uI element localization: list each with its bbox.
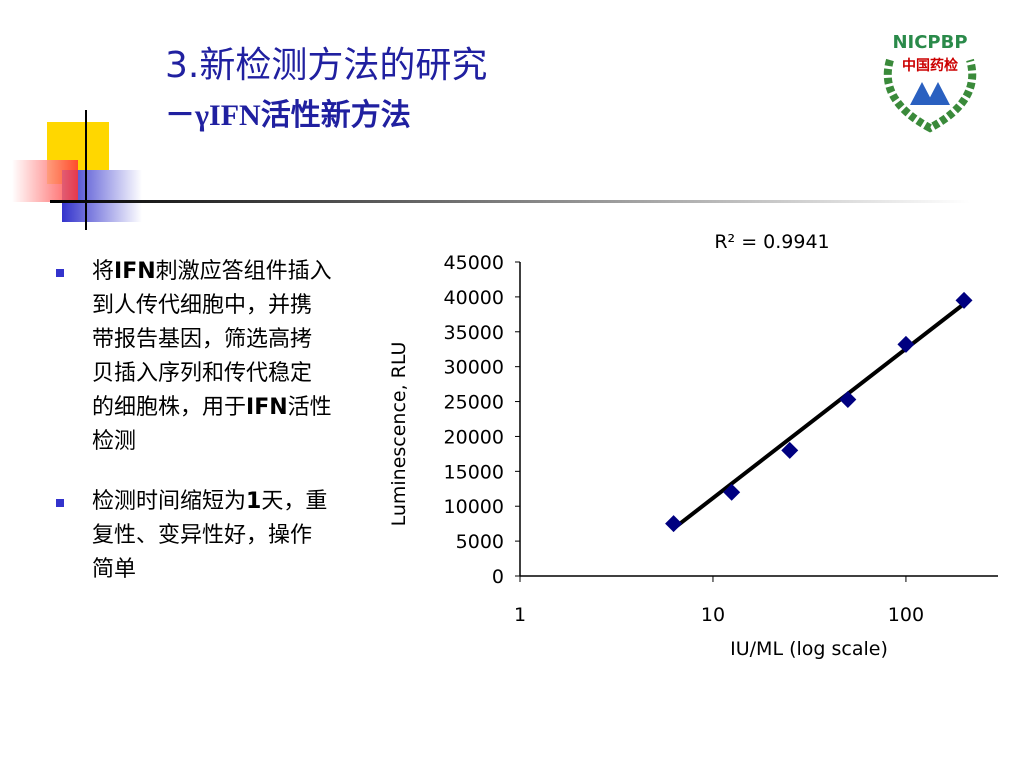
y-tick-label: 45000 xyxy=(444,252,504,274)
y-tick-label: 5000 xyxy=(456,531,504,553)
point xyxy=(665,515,683,533)
slide-title: 3.新检测方法的研究 xyxy=(165,45,488,86)
y-tick-label: 30000 xyxy=(444,357,504,379)
x-tick-label: 1 xyxy=(514,604,526,626)
x-axis-label: IU/ML (log scale) xyxy=(730,638,888,660)
point xyxy=(723,483,741,501)
bullet-text: IFN xyxy=(114,259,156,284)
y-tick-label: 10000 xyxy=(444,496,504,518)
y-tick-label: 0 xyxy=(492,566,504,588)
y-tick-label: 20000 xyxy=(444,426,504,448)
logo-text: 中国药检 xyxy=(902,57,958,74)
point xyxy=(897,335,915,353)
slide-subtitle: －γIFN活性新方法 xyxy=(165,99,411,132)
title-rule xyxy=(50,200,970,203)
y-tick-label: 25000 xyxy=(444,392,504,414)
y-tick-label: 35000 xyxy=(444,322,504,344)
bullet: 将IFN刺激应答组件插入到人传代细胞中，并携带报告基因，筛选高拷贝插入序列和传代… xyxy=(52,255,332,459)
x-tick-label: 100 xyxy=(888,604,924,626)
y-tick-label: 40000 xyxy=(444,287,504,309)
x-tick-label: 10 xyxy=(701,604,725,626)
bullet-text: 1 xyxy=(246,489,262,514)
point xyxy=(955,291,973,309)
y-axis-label: Luminescence, RLU xyxy=(388,342,410,527)
bullet: 检测时间缩短为1天，重复性、变异性好，操作简单 xyxy=(52,485,332,587)
bullet-text: 刺激应答组件插入到人传代细胞中，并携带报告基因，筛选高拷贝插入序列和传代稳定的细… xyxy=(92,259,332,420)
bullet-text: 将 xyxy=(92,259,115,284)
trendline xyxy=(672,302,966,531)
bullet-text: 活性检测 xyxy=(92,395,332,454)
deco-square xyxy=(12,160,78,202)
bullet-text: 检测时间缩短为 xyxy=(92,489,247,514)
bullet-text: IFN xyxy=(246,395,288,420)
point xyxy=(781,441,799,459)
bullet-list: 将IFN刺激应答组件插入到人传代细胞中，并携带报告基因，筛选高拷贝插入序列和传代… xyxy=(52,255,332,613)
logo: NICPBP 中国药检 xyxy=(883,32,977,133)
logo-text: NICPBP xyxy=(892,32,967,53)
point xyxy=(839,390,857,408)
y-tick-label: 15000 xyxy=(444,461,504,483)
annotation: R² = 0.9941 xyxy=(714,231,829,253)
bullet-text: 天，重复性、变异性好，操作简单 xyxy=(92,489,328,582)
